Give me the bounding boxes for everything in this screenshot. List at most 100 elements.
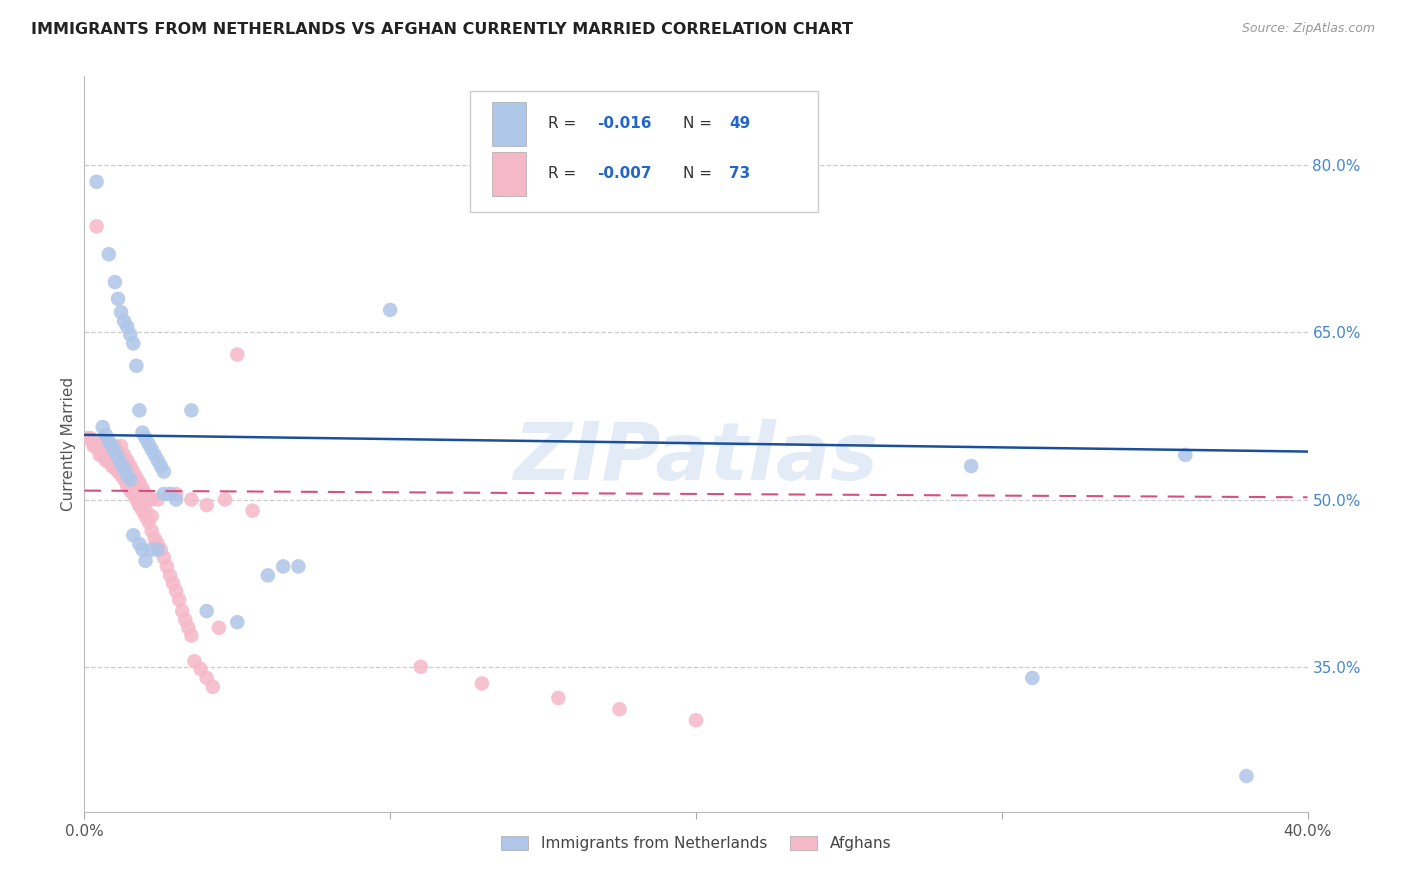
Point bbox=[107, 292, 129, 306]
Point bbox=[409, 660, 432, 674]
Point bbox=[135, 509, 157, 524]
Point bbox=[86, 439, 108, 453]
Point bbox=[960, 458, 983, 473]
Point bbox=[76, 431, 98, 445]
Point bbox=[83, 439, 105, 453]
Point bbox=[214, 492, 236, 507]
Point bbox=[104, 461, 127, 475]
Point bbox=[120, 472, 142, 486]
Point bbox=[86, 219, 108, 234]
Point bbox=[94, 453, 117, 467]
Text: N =: N = bbox=[682, 116, 717, 131]
Point bbox=[138, 436, 160, 450]
Point bbox=[104, 444, 127, 458]
Point bbox=[149, 458, 172, 473]
Point bbox=[112, 314, 135, 328]
Point bbox=[138, 515, 160, 529]
Point bbox=[131, 503, 153, 517]
Point bbox=[242, 503, 264, 517]
Point bbox=[115, 479, 138, 493]
Point bbox=[143, 532, 166, 546]
Point bbox=[153, 487, 176, 501]
Point bbox=[128, 475, 150, 490]
Point bbox=[208, 621, 231, 635]
Point bbox=[180, 492, 202, 507]
Point bbox=[101, 458, 124, 473]
Point bbox=[1021, 671, 1043, 685]
Point bbox=[471, 676, 494, 690]
Point bbox=[135, 487, 157, 501]
Text: ZIPatlas: ZIPatlas bbox=[513, 419, 879, 498]
Point bbox=[180, 403, 202, 417]
Point bbox=[165, 492, 187, 507]
Point bbox=[110, 439, 132, 453]
Point bbox=[146, 492, 169, 507]
Point bbox=[177, 621, 200, 635]
Point bbox=[128, 498, 150, 512]
Point bbox=[183, 654, 205, 668]
Point bbox=[91, 448, 114, 462]
Bar bbox=[492, 152, 526, 195]
Point bbox=[107, 465, 129, 479]
Point bbox=[112, 472, 135, 486]
Point bbox=[271, 559, 294, 574]
Bar bbox=[492, 102, 526, 145]
Point bbox=[1174, 448, 1197, 462]
Point bbox=[122, 487, 145, 501]
Point bbox=[97, 439, 120, 453]
Point bbox=[125, 359, 148, 373]
Point bbox=[609, 702, 631, 716]
Point bbox=[195, 671, 218, 685]
Point bbox=[110, 467, 132, 482]
Point bbox=[94, 427, 117, 442]
Point bbox=[146, 537, 169, 551]
Point bbox=[165, 487, 187, 501]
Point bbox=[195, 604, 218, 618]
Point bbox=[110, 305, 132, 319]
Point bbox=[547, 690, 569, 705]
Point bbox=[141, 524, 163, 538]
Text: Source: ZipAtlas.com: Source: ZipAtlas.com bbox=[1241, 22, 1375, 36]
Point bbox=[226, 615, 249, 630]
Point bbox=[101, 445, 124, 459]
Point bbox=[180, 628, 202, 642]
Y-axis label: Currently Married: Currently Married bbox=[60, 376, 76, 511]
Point bbox=[112, 461, 135, 475]
Point bbox=[122, 465, 145, 479]
Point bbox=[135, 554, 157, 568]
Point bbox=[91, 434, 114, 449]
Point bbox=[146, 542, 169, 557]
Point bbox=[257, 568, 280, 582]
Point bbox=[190, 662, 212, 676]
Point bbox=[135, 503, 157, 517]
Point bbox=[141, 492, 163, 507]
Text: 49: 49 bbox=[728, 116, 751, 131]
Text: -0.007: -0.007 bbox=[598, 166, 651, 181]
Point bbox=[104, 275, 127, 289]
Point bbox=[79, 431, 101, 445]
Point bbox=[104, 439, 127, 453]
Point bbox=[135, 431, 157, 445]
Point bbox=[287, 559, 309, 574]
Point bbox=[125, 492, 148, 507]
Point bbox=[120, 483, 142, 498]
Point bbox=[153, 465, 176, 479]
Point bbox=[125, 470, 148, 484]
Point bbox=[138, 492, 160, 507]
Point bbox=[128, 537, 150, 551]
Text: R =: R = bbox=[548, 116, 581, 131]
Point bbox=[122, 528, 145, 542]
Point bbox=[115, 453, 138, 467]
Point bbox=[1236, 769, 1258, 783]
Point bbox=[122, 336, 145, 351]
Point bbox=[172, 604, 194, 618]
Point bbox=[97, 434, 120, 449]
Point bbox=[115, 319, 138, 334]
Point bbox=[141, 542, 163, 557]
Point bbox=[141, 442, 163, 457]
Point bbox=[153, 550, 176, 565]
Point bbox=[128, 498, 150, 512]
Point bbox=[128, 403, 150, 417]
Point bbox=[159, 568, 181, 582]
Point bbox=[380, 302, 402, 317]
